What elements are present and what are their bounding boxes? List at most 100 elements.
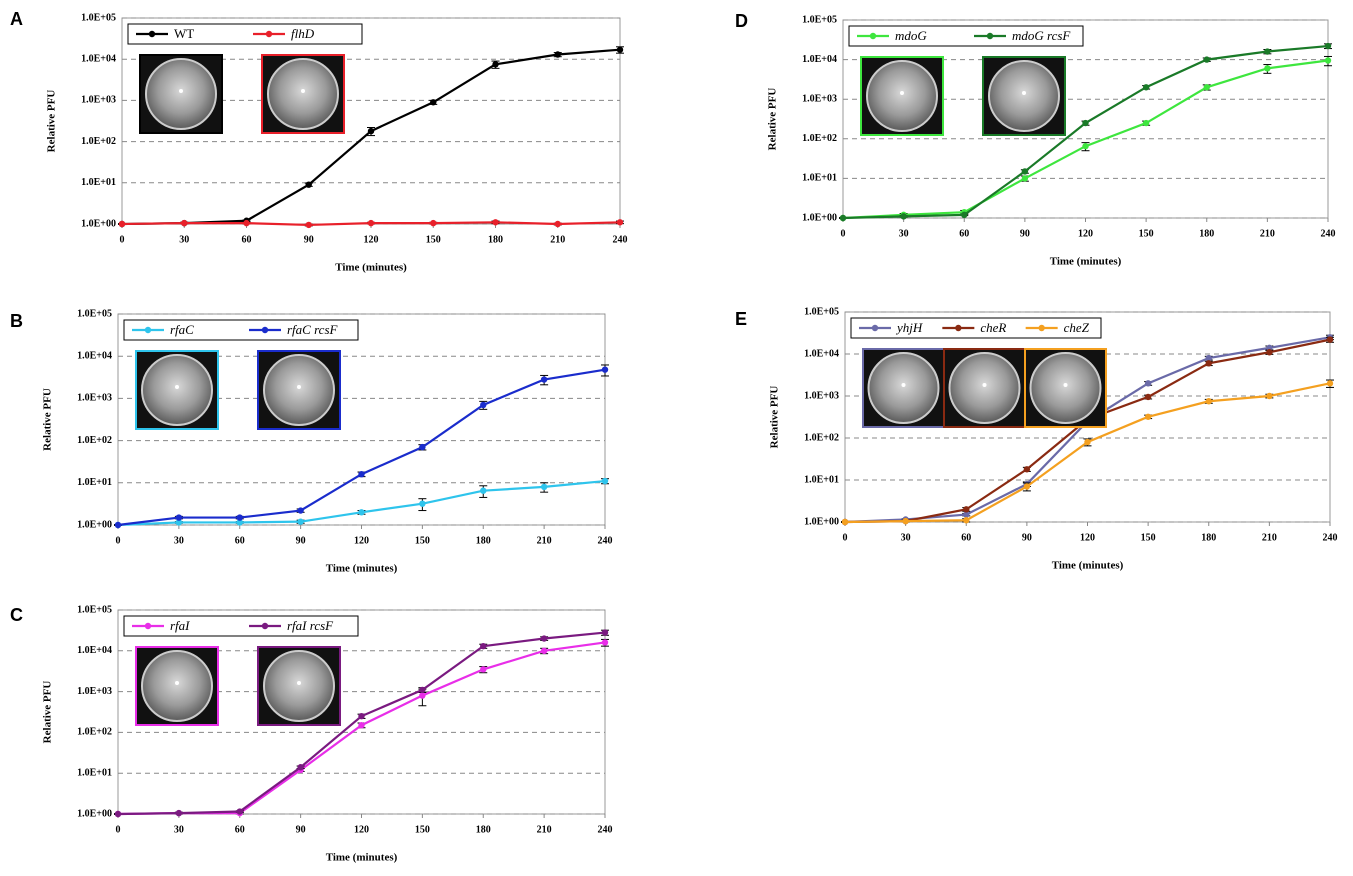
plate-dish	[142, 355, 212, 425]
x-tick-label: 90	[1020, 228, 1030, 239]
data-point	[480, 643, 486, 649]
plate-spot	[179, 89, 183, 93]
chart-panel: D1.0E+001.0E+011.0E+021.0E+031.0E+041.0E…	[735, 11, 1336, 268]
y-tick-label: 1.0E+04	[804, 348, 839, 359]
data-point	[368, 128, 374, 134]
data-point	[555, 221, 561, 227]
legend-label: mdoG	[895, 28, 927, 43]
plate-spot	[902, 383, 906, 387]
data-point	[419, 500, 425, 506]
x-tick-label: 90	[304, 234, 314, 245]
x-tick-label: 210	[550, 234, 565, 245]
x-axis-title: Time (minutes)	[326, 852, 398, 864]
data-point	[119, 221, 125, 227]
data-point	[602, 629, 608, 635]
data-point	[1206, 360, 1212, 366]
y-tick-label: 1.0E+05	[77, 308, 112, 319]
plate-image	[140, 55, 222, 133]
data-point	[902, 518, 908, 524]
x-tick-label: 150	[415, 535, 430, 546]
data-point	[840, 215, 846, 221]
data-point	[358, 509, 364, 515]
panel-label: A	[10, 9, 23, 29]
legend-marker	[1038, 325, 1044, 331]
data-point	[961, 212, 967, 218]
legend-label: cheZ	[1064, 320, 1090, 335]
data-point	[617, 219, 623, 225]
plate-image	[861, 57, 943, 135]
data-point	[419, 692, 425, 698]
y-axis-title: Relative PFU	[767, 88, 779, 151]
figure: A1.0E+001.0E+011.0E+021.0E+031.0E+041.0E…	[0, 0, 1353, 876]
data-point	[1204, 56, 1210, 62]
chart-panel: C1.0E+001.0E+011.0E+021.0E+031.0E+041.0E…	[10, 604, 613, 863]
x-tick-label: 150	[1141, 532, 1156, 543]
plate-image	[1025, 349, 1106, 427]
plate-dish	[142, 651, 212, 721]
x-tick-label: 150	[415, 824, 430, 835]
data-point	[900, 213, 906, 219]
chart-panel: E1.0E+001.0E+011.0E+021.0E+031.0E+041.0E…	[735, 306, 1338, 571]
x-tick-label: 180	[1199, 228, 1214, 239]
x-tick-label: 30	[179, 234, 189, 245]
data-point	[1206, 398, 1212, 404]
data-point	[541, 484, 547, 490]
data-point	[963, 506, 969, 512]
legend-marker	[955, 325, 961, 331]
legend-label: WT	[174, 26, 194, 41]
x-tick-label: 120	[354, 535, 369, 546]
x-tick-label: 90	[296, 824, 306, 835]
x-tick-label: 210	[537, 824, 552, 835]
x-tick-label: 60	[961, 532, 971, 543]
legend-marker	[870, 33, 876, 39]
data-point	[181, 220, 187, 226]
plate-image	[136, 351, 218, 429]
plate-dish	[146, 59, 216, 129]
data-point	[297, 507, 303, 513]
data-point	[602, 366, 608, 372]
x-axis-title: Time (minutes)	[326, 563, 398, 575]
data-point	[237, 808, 243, 814]
data-point	[237, 514, 243, 520]
plate-spot	[301, 89, 305, 93]
plate-dish	[264, 651, 334, 721]
y-tick-label: 1.0E+00	[802, 212, 837, 223]
data-point	[602, 478, 608, 484]
data-point	[963, 517, 969, 523]
data-point	[1082, 143, 1088, 149]
legend-label: rfaI rcsF	[287, 618, 334, 633]
y-tick-label: 1.0E+00	[77, 808, 112, 819]
x-tick-label: 0	[843, 532, 848, 543]
data-point	[1325, 57, 1331, 63]
data-point	[1022, 168, 1028, 174]
plate-spot	[1022, 91, 1026, 95]
data-point	[176, 514, 182, 520]
data-point	[1325, 43, 1331, 49]
panel-label: B	[10, 311, 23, 331]
data-point	[1266, 349, 1272, 355]
x-tick-label: 210	[537, 535, 552, 546]
y-tick-label: 1.0E+03	[804, 390, 839, 401]
x-tick-label: 180	[488, 234, 503, 245]
plate-image	[258, 647, 340, 725]
y-tick-label: 1.0E+01	[804, 474, 839, 485]
y-axis-title: Relative PFU	[42, 681, 54, 744]
x-tick-label: 0	[116, 535, 121, 546]
plate-spot	[297, 681, 301, 685]
plate-dish	[950, 353, 1020, 423]
data-point	[297, 764, 303, 770]
data-point	[419, 687, 425, 693]
data-point	[541, 635, 547, 641]
plate-image	[136, 647, 218, 725]
x-tick-label: 180	[1201, 532, 1216, 543]
data-point	[541, 376, 547, 382]
data-point	[492, 219, 498, 225]
y-tick-label: 1.0E+01	[81, 177, 116, 188]
legend-marker	[266, 31, 272, 37]
data-point	[602, 639, 608, 645]
data-point	[306, 222, 312, 228]
data-point	[541, 648, 547, 654]
data-point	[480, 402, 486, 408]
plate-spot	[900, 91, 904, 95]
legend-label: yhjH	[895, 320, 923, 335]
